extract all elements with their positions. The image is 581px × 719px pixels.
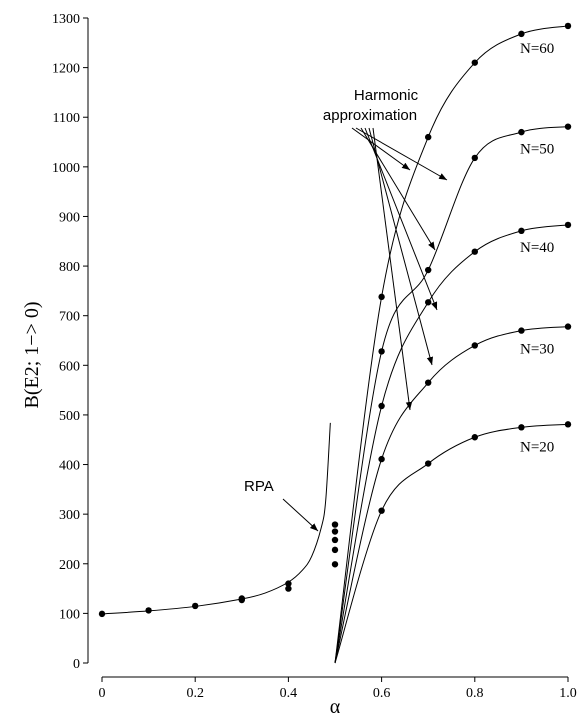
data-point: [471, 434, 478, 441]
y-tick-label: 700: [59, 310, 80, 325]
data-point: [518, 128, 525, 136]
data-point: [564, 323, 572, 330]
x-tick-label: 0.6: [373, 686, 391, 701]
data-point: [331, 561, 339, 568]
harmonic-arrow: [372, 127, 413, 411]
x-tick-label: 0.8: [466, 686, 484, 701]
x-axis-title: α: [330, 696, 341, 718]
x-axis: 0 0.2 0.4 0.6 0.8 1.0: [99, 676, 577, 701]
data-point: [378, 455, 385, 463]
data-point: [378, 507, 385, 514]
data-point: [331, 536, 339, 544]
data-point: [285, 580, 292, 587]
series-label: N=60: [520, 41, 554, 57]
data-point: [378, 402, 385, 410]
data-point: [564, 123, 572, 130]
harmonic-arrow: [368, 127, 434, 366]
x-tick-label: 1.0: [559, 686, 577, 701]
data-point: [471, 59, 478, 66]
data-point: [518, 327, 525, 334]
y-tick-label: 1000: [52, 161, 80, 176]
y-tick-label: 900: [59, 210, 80, 225]
y-tick-label: 300: [59, 508, 80, 523]
harmonic-arrow: [355, 127, 448, 181]
y-tick-label: 200: [59, 558, 80, 573]
data-point: [425, 379, 432, 386]
x-tick-label: 0.4: [280, 686, 298, 701]
rpa-curve: [101, 422, 331, 615]
data-point: [564, 421, 572, 428]
x-tick-label: 0: [99, 686, 106, 701]
data-point: [425, 266, 432, 274]
y-tick-label: 1300: [52, 12, 80, 27]
y-tick-label: 400: [59, 459, 80, 474]
data-point: [331, 546, 339, 554]
x-tick-label: 0.2: [186, 686, 204, 701]
curve-n-50: [334, 126, 569, 664]
data-point: [518, 227, 525, 235]
harmonic-arrow: [351, 127, 411, 171]
data-point: [145, 607, 152, 614]
series-labels: N=60 N=50 N=40 N=30 N=20: [520, 41, 554, 455]
y-tick-label: 800: [59, 260, 80, 275]
data-point: [518, 30, 525, 38]
harmonic-label-line1: Harmonic: [354, 87, 419, 104]
data-point: [564, 221, 572, 229]
harmonic-label-line2: approximation: [323, 107, 417, 124]
data-point: [425, 133, 432, 141]
data-point: [378, 348, 385, 355]
series-label: N=40: [520, 240, 554, 256]
y-tick-label: 500: [59, 409, 80, 424]
data-point: [98, 610, 106, 618]
data-point: [564, 22, 572, 30]
data-point: [471, 342, 478, 349]
data-point: [425, 299, 432, 306]
data-point: [518, 424, 525, 431]
data-point: [238, 596, 245, 604]
y-tick-label: 600: [59, 359, 80, 374]
y-tick-label: 0: [73, 657, 80, 672]
data-point: [425, 460, 432, 467]
y-axis: 0 100 200 300 400 500 600 700 800 900 1000 1100 1200…: [52, 12, 89, 672]
data-point: [285, 585, 292, 592]
rpa-arrow: [282, 498, 319, 532]
y-tick-label: 1200: [52, 62, 80, 77]
data-points: [98, 22, 572, 618]
y-tick-label: 1100: [53, 111, 80, 126]
series-label: N=30: [520, 342, 554, 358]
annotations: RPA Harmonic approximation: [244, 87, 448, 532]
series-label: N=50: [520, 142, 554, 158]
y-tick-label: 100: [59, 607, 80, 622]
series-label: N=20: [520, 439, 554, 455]
data-point: [471, 248, 478, 255]
data-point: [192, 602, 199, 610]
rpa-label: RPA: [244, 478, 274, 495]
data-point: [331, 528, 339, 535]
data-point: [471, 154, 478, 162]
y-axis-title: B(E2; 1−> 0): [21, 302, 43, 409]
data-point: [378, 293, 385, 301]
data-point: [331, 521, 339, 528]
